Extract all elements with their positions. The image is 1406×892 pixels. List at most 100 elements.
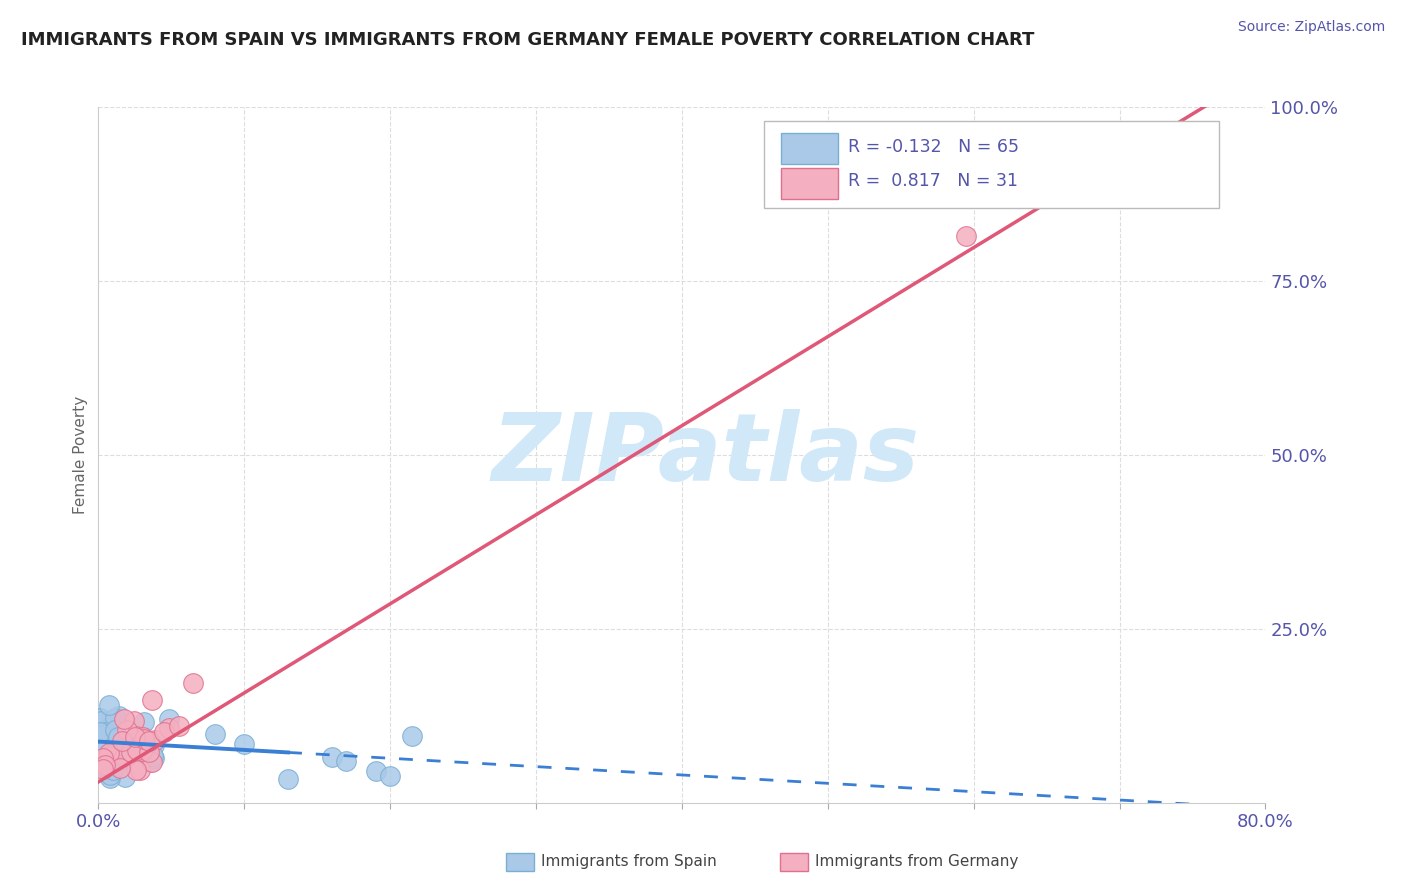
Point [125,763,148,777]
Point [94,725,117,739]
Point [321,750,343,764]
Point [955,228,977,243]
Point [91,754,114,768]
Point [96,740,118,755]
Point [129,763,152,777]
Point [89,711,111,725]
Point [103,756,125,770]
Point [104,723,127,737]
Point [93,727,115,741]
Point [233,737,256,751]
Point [108,743,131,757]
Point [108,761,131,775]
Point [97,698,120,712]
Point [134,731,156,746]
Point [138,734,160,748]
FancyBboxPatch shape [782,169,838,199]
Point [91,762,114,776]
Point [97,742,120,756]
Point [96,724,118,739]
Point [93,753,115,767]
Point [108,754,131,768]
Point [114,742,136,756]
Point [100,729,122,743]
Point [141,693,163,707]
Point [117,723,139,737]
Point [131,743,153,757]
Point [127,732,149,747]
Point [114,739,136,754]
Point [93,747,115,762]
Point [380,769,402,783]
Point [100,731,122,746]
Text: Immigrants from Germany: Immigrants from Germany [815,855,1019,869]
Point [100,736,122,750]
Point [101,763,124,777]
Point [112,712,135,726]
Point [114,770,136,784]
Point [139,756,162,770]
Point [96,722,118,736]
Point [93,758,115,772]
Point [167,718,190,732]
FancyBboxPatch shape [763,121,1219,208]
Point [98,744,121,758]
Point [120,746,142,760]
Point [124,729,146,743]
Point [111,739,134,753]
Point [107,730,129,744]
Point [91,739,114,753]
Point [117,742,139,756]
Point [142,748,165,763]
FancyBboxPatch shape [782,134,838,164]
Point [204,726,226,740]
Point [181,676,204,690]
Point [120,733,142,747]
Point [335,754,357,768]
Point [97,757,120,772]
Point [153,725,176,739]
Point [112,749,135,764]
Point [105,743,128,757]
Point [98,771,121,785]
Point [91,716,114,731]
Text: Immigrants from Spain: Immigrants from Spain [541,855,717,869]
Text: Source: ZipAtlas.com: Source: ZipAtlas.com [1237,20,1385,34]
Point [94,762,117,776]
Point [97,758,120,772]
Text: IMMIGRANTS FROM SPAIN VS IMMIGRANTS FROM GERMANY FEMALE POVERTY CORRELATION CHAR: IMMIGRANTS FROM SPAIN VS IMMIGRANTS FROM… [21,31,1035,49]
Point [91,751,114,765]
Point [122,714,145,728]
Point [277,772,299,786]
Point [142,738,165,752]
Point [90,745,112,759]
Point [101,713,124,727]
Point [89,725,111,739]
Point [364,764,387,778]
Point [141,755,163,769]
Point [97,746,120,760]
Point [93,743,115,757]
Point [96,749,118,764]
Point [125,742,148,756]
Point [132,715,155,730]
Text: ZIPatlas: ZIPatlas [491,409,920,501]
Point [143,750,166,764]
Point [108,708,131,723]
Point [124,730,146,744]
Point [111,733,134,747]
Point [132,731,155,745]
Point [401,729,423,743]
Point [143,732,166,747]
Point [104,745,127,759]
Text: R = -0.132   N = 65: R = -0.132 N = 65 [848,137,1018,156]
Point [138,746,160,760]
Point [103,739,125,754]
Point [98,768,121,782]
Point [90,714,112,729]
Point [107,739,129,753]
Point [104,711,127,725]
Point [157,722,180,736]
Point [157,712,180,726]
Text: R =  0.817   N = 31: R = 0.817 N = 31 [848,172,1018,191]
